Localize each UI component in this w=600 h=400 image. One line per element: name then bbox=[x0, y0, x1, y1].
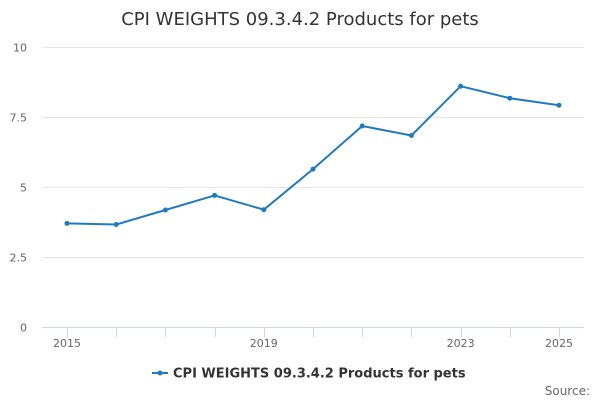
data-point bbox=[310, 166, 316, 172]
grid bbox=[42, 47, 584, 258]
y-tick-label: 7.5 bbox=[10, 112, 28, 125]
data-point bbox=[64, 220, 70, 226]
data-point bbox=[507, 95, 513, 101]
y-axis-tick-labels: 0 2.5 5 7.5 10 bbox=[10, 42, 28, 335]
legend-marker bbox=[157, 370, 163, 376]
legend-item[interactable]: CPI WEIGHTS 09.3.4.2 Products for pets bbox=[152, 367, 466, 382]
data-point bbox=[408, 133, 414, 138]
y-tick-label: 10 bbox=[13, 42, 27, 55]
data-point bbox=[359, 123, 365, 129]
x-axis: 2015 2019 2023 2025 bbox=[53, 327, 573, 350]
chart-title: CPI WEIGHTS 09.3.4.2 Products for pets bbox=[121, 9, 479, 30]
x-tick-label: 2015 bbox=[53, 337, 81, 350]
data-point bbox=[458, 83, 464, 89]
data-point bbox=[162, 207, 168, 213]
y-tick-label: 2.5 bbox=[10, 252, 28, 265]
y-tick-label: 0 bbox=[20, 322, 27, 335]
data-point bbox=[556, 102, 562, 108]
x-tick-label: 2019 bbox=[250, 337, 278, 350]
series-group bbox=[64, 83, 562, 227]
y-tick-label: 5 bbox=[20, 182, 27, 195]
x-tick-label: 2023 bbox=[447, 337, 475, 350]
data-point bbox=[212, 192, 218, 198]
legend-label: CPI WEIGHTS 09.3.4.2 Products for pets bbox=[173, 367, 466, 382]
data-point bbox=[261, 207, 267, 213]
x-tick-label: 2025 bbox=[545, 337, 573, 350]
data-point bbox=[113, 222, 119, 227]
source-credit[interactable]: Source: bbox=[545, 384, 590, 398]
series-line bbox=[66, 85, 560, 226]
